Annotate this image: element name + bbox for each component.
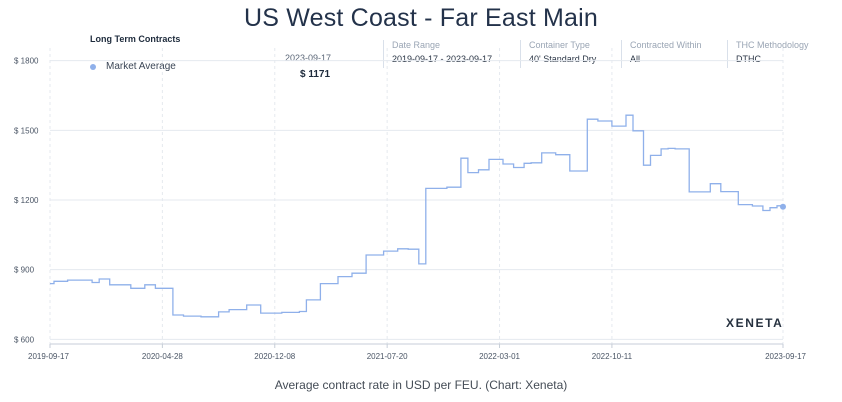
x-tick-label: 2020-04-28 — [142, 352, 183, 361]
legend-title: Long Term Contracts — [90, 34, 181, 44]
chart-title: US West Coast - Far East Main — [243, 4, 599, 32]
filter-label: Date Range — [392, 40, 441, 50]
filter-label: THC Methodology — [736, 40, 809, 50]
x-tick-label: 2020-12-08 — [254, 352, 295, 361]
filter-label: Container Type — [529, 40, 590, 50]
x-tick-label: 2021-07-20 — [367, 352, 408, 361]
filter-value: DTHC — [736, 54, 761, 64]
chart-caption: Average contract rate in USD per FEU. (C… — [274, 378, 568, 392]
tooltip-date: 2023-09-17 — [285, 53, 332, 63]
y-tick-label: $ 900 — [14, 266, 35, 275]
x-axis: 2019-09-17 2020-04-28 2020-12-08 2021-07-20… — [28, 343, 807, 361]
legend-item-label: Market Average — [106, 61, 176, 72]
filter-value: 2019-09-17 - 2023-09-17 — [392, 54, 493, 64]
y-tick-label: $ 1500 — [14, 126, 39, 135]
x-tick-label: 2023-09-17 — [765, 352, 806, 361]
line-chart: $ 600$ 900$ 1200$ 1500$ 1800 2019-09-17 2… — [14, 48, 807, 361]
legend-marker-icon — [90, 63, 96, 70]
filter-value: All — [630, 54, 641, 64]
legend-item-market-average[interactable]: Market Average — [90, 61, 176, 72]
tooltip-value: $ 1171 — [300, 69, 331, 80]
x-tick-label: 2022-03-01 — [479, 352, 520, 361]
filter-label: Contracted Within — [630, 40, 702, 50]
filter-thc-methodology[interactable]: THC Methodology DTHC — [727, 40, 809, 68]
y-tick-label: $ 1200 — [14, 196, 39, 205]
xeneta-watermark: XENETA — [726, 316, 784, 330]
chart-series — [50, 114, 786, 318]
filter-date-range[interactable]: Date Range 2019-09-17 - 2023-09-17 — [383, 40, 492, 68]
chart-grid — [49, 48, 784, 344]
series-point-last — [780, 203, 786, 210]
series-line-market-average — [50, 114, 784, 318]
x-tick-label: 2019-09-17 — [28, 352, 69, 361]
filter-value: 40' Standard Dry — [529, 54, 597, 64]
filter-contracted-within[interactable]: Contracted Within All — [621, 40, 702, 68]
y-tick-label: $ 1800 — [14, 57, 39, 66]
x-tick-label: 2022-10-11 — [592, 352, 633, 361]
filter-container-type[interactable]: Container Type 40' Standard Dry — [520, 40, 596, 68]
y-tick-label: $ 600 — [14, 335, 35, 344]
y-axis: $ 600 $ 900 $ 1200 $ 1500 $ 1800 — [14, 57, 39, 345]
